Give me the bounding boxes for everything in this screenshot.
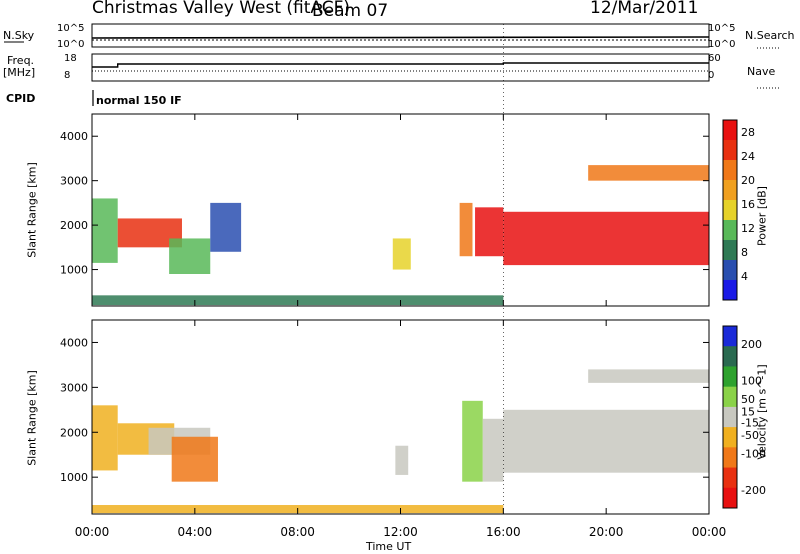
velocity-colorbar-tick: -100: [741, 447, 766, 460]
velocity-colorbar-segment: [723, 366, 737, 388]
power-region-3: [210, 202, 242, 252]
power-ytick-label: 4000: [60, 130, 88, 143]
freq-panel-frame: [91, 53, 710, 82]
nsearch-tick-top: 10^5: [708, 23, 736, 34]
freq-tick-top: 18: [64, 53, 77, 64]
velocity-colorbar-segment: [723, 326, 737, 347]
nsky-tick-bottom: 10^0: [57, 39, 85, 50]
chart-title: Christmas Valley West (fitACF): [92, 0, 351, 18]
x-tick-label: 16:00: [486, 525, 521, 539]
velocity-ytick-label: 1000: [60, 471, 88, 484]
power-region-7: [475, 207, 504, 257]
nsky-label: N.Sky: [3, 29, 35, 42]
power-colorbar-segment: [723, 260, 737, 281]
power-colorbar-tick: 4: [741, 270, 748, 283]
power-colorbar-segment: [723, 240, 737, 261]
velocity-colorbar-tick: -15: [741, 416, 759, 429]
x-tick-label: 00:00: [692, 525, 727, 539]
velocity-ytick-label: 3000: [60, 381, 88, 394]
power-ytick-label: 3000: [60, 175, 88, 188]
velocity-region-3: [171, 436, 218, 482]
x-tick-label: 12:00: [383, 525, 418, 539]
nave-tick-top: 60: [708, 53, 721, 64]
noise-sky-line: [91, 36, 710, 39]
velocity-colorbar-segment: [723, 346, 737, 367]
velocity-colorbar-tick: -50: [741, 429, 759, 442]
cpid-value: normal 150 IF: [96, 94, 182, 107]
nave-tick-bottom: 0: [708, 70, 715, 81]
velocity-colorbar-segment: [723, 467, 737, 489]
freq-line: [92, 62, 709, 68]
power-colorbar-segment: [723, 220, 737, 241]
power-colorbar-frame: [722, 119, 738, 301]
velocity-colorbar-segment: [723, 487, 737, 509]
power-colorbar-segment: [723, 140, 737, 161]
freq-label-line1: Freq.: [7, 54, 35, 67]
x-tick-label: 08:00: [280, 525, 315, 539]
velocity-region-9: [588, 369, 709, 383]
nsearch-label: N.Search: [745, 29, 795, 42]
power-colorbar-tick: 24: [741, 150, 755, 163]
velocity-colorbar-tick: -200: [741, 484, 766, 497]
velocity-colorbar-tick: 15: [741, 406, 755, 419]
velocity-colorbar-segment: [723, 447, 737, 469]
velocity-colorbar-segment: [723, 427, 737, 448]
x-tick-label: 04:00: [178, 525, 213, 539]
power-region-9: [588, 165, 709, 181]
freq-label-line2: [MHz]: [3, 66, 36, 79]
power-colorbar-segment: [723, 180, 737, 201]
power-colorbar-tick: 20: [741, 174, 755, 187]
velocity-colorbar-frame: [722, 325, 738, 509]
power-colorbar-segment: [723, 200, 737, 221]
date-label: 12/Mar/2011: [590, 0, 699, 18]
beam-label: Beam 07: [312, 1, 389, 21]
nave-label: Nave: [747, 65, 776, 78]
power-ytick-label: 1000: [60, 264, 88, 277]
power-colorbar-segment: [723, 280, 737, 301]
velocity-region-6: [462, 400, 483, 482]
velocity-colorbar-segment: [723, 386, 737, 408]
power-region-6: [459, 202, 473, 257]
nsearch-tick-bottom: 10^0: [708, 39, 736, 50]
freq-tick-bottom: 8: [64, 70, 71, 81]
x-axis-title: Time UT: [366, 540, 412, 553]
power-region-5: [392, 238, 411, 270]
velocity-ytick-label: 2000: [60, 426, 88, 439]
velocity-region-5: [395, 445, 409, 475]
velocity-colorbar-tick: 100: [741, 375, 762, 388]
power-colorbar-tick: 8: [741, 246, 748, 259]
power-region-0: [92, 198, 118, 263]
power-panel-frame: [91, 113, 710, 307]
x-tick-label: 00:00: [75, 525, 110, 539]
velocity-region-7: [482, 418, 504, 482]
velocity-colorbar-segment: [723, 406, 737, 428]
velocity-ytick-label: 4000: [60, 336, 88, 349]
power-colorbar-tick: 28: [741, 126, 755, 139]
velocity-region-8: [503, 409, 709, 473]
power-colorbar-tick: 12: [741, 222, 755, 235]
velocity-colorbar-tick: 200: [741, 338, 762, 351]
power-colorbar-tick: 16: [741, 198, 755, 211]
noise-panel-frame: [91, 23, 710, 48]
power-region-2: [169, 238, 211, 274]
power-ytick-label: 2000: [60, 219, 88, 232]
velocity-colorbar-tick: 50: [741, 393, 755, 406]
power-region-8: [503, 211, 709, 266]
power-colorbar-segment: [723, 160, 737, 181]
x-tick-label: 20:00: [589, 525, 624, 539]
nsky-tick-top: 10^5: [57, 23, 85, 34]
power-colorbar-segment: [723, 120, 737, 141]
cpid-label: CPID: [6, 92, 36, 105]
velocity-region-0: [92, 405, 118, 471]
